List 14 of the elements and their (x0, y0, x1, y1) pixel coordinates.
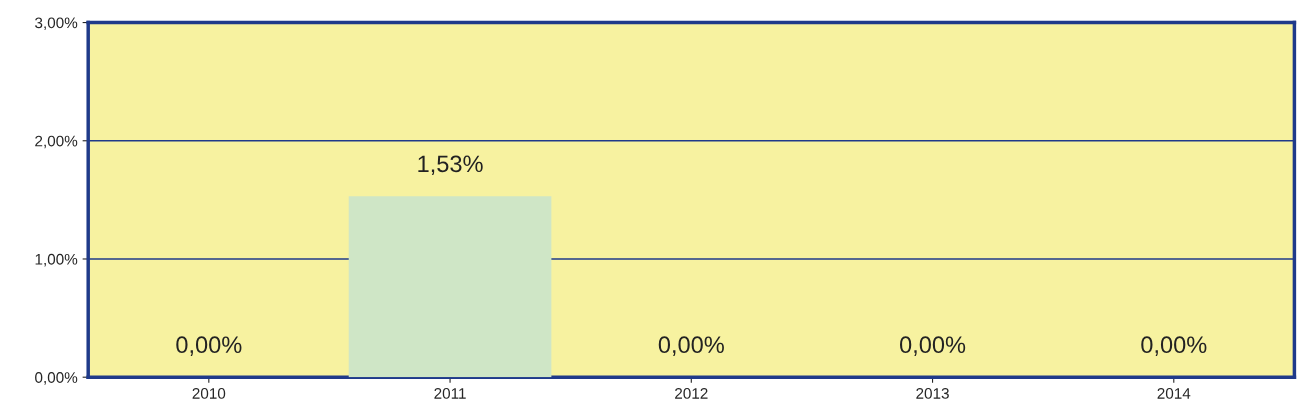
x-tick-label: 2012 (675, 388, 708, 399)
x-tick-label: 2014 (1157, 388, 1191, 399)
y-tick-label: 3,00% (35, 17, 78, 31)
x-tick-label: 2011 (434, 388, 466, 399)
data-label: 1,53% (418, 155, 483, 176)
data-label: 0,00% (176, 336, 242, 356)
data-label: 0,00% (1141, 336, 1207, 356)
data-label: 0,00% (658, 336, 724, 356)
data-label: 0,00% (899, 336, 966, 356)
x-tick-label: 2010 (192, 388, 226, 399)
y-tick-label: 2,00% (35, 135, 78, 149)
x-tick-label: 2013 (916, 388, 949, 399)
y-tick-label: 1,00% (35, 253, 78, 267)
y-tick-label: 0,00% (35, 372, 78, 385)
